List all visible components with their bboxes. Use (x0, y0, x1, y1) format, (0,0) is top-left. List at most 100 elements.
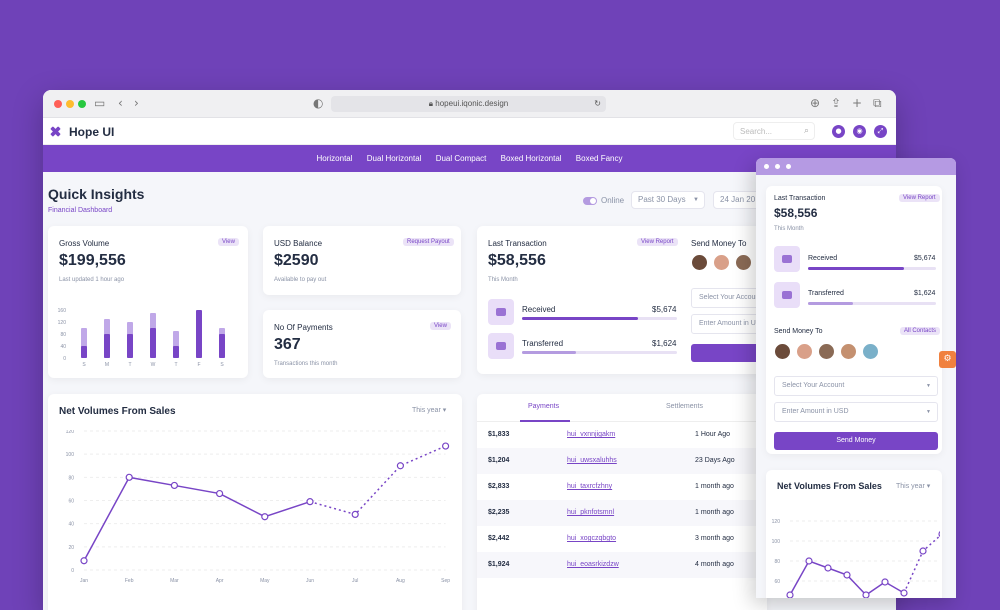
sidebar-toggle-icon[interactable]: ▭ (94, 96, 106, 110)
table-cell-id[interactable]: hui_taxrcfzhny (567, 483, 613, 490)
back-icon[interactable]: ‹ (118, 96, 123, 110)
privacy-shield-icon[interactable]: ◐ (313, 96, 324, 110)
new-tab-icon[interactable]: + (852, 96, 863, 110)
transferred-label: Transferred (522, 339, 564, 348)
bar-value (127, 334, 133, 358)
request-payout-button[interactable]: Request Payout (403, 238, 454, 246)
date-value: 24 Jan 20 (720, 195, 756, 204)
table-row[interactable]: $1,833 hui_vxnnjigakm 1 Hour Ago (477, 422, 757, 448)
table-cell-amount: $2,833 (488, 483, 510, 490)
url-bar[interactable]: 🔒︎ hopeui.iqonic.design ↻ (331, 96, 606, 112)
table-row[interactable]: $1,204 hui_uwsxaluhhs 23 Days Ago (477, 448, 757, 474)
period-select[interactable]: Past 30 Days ▼ (631, 191, 705, 209)
notification-icon[interactable]: ● (832, 125, 845, 138)
net-volumes-period: This year (412, 407, 441, 414)
reload-icon[interactable]: ↻ (594, 99, 601, 108)
x-tick-label: Jan (80, 578, 88, 584)
nav-item-horizontal[interactable]: Horizontal (316, 154, 353, 163)
panel-net-volumes-period-select[interactable]: This year ▾ (896, 483, 931, 490)
panel-amount-input[interactable]: Enter Amount in USD ▼ (774, 402, 938, 422)
page-title: Quick Insights (48, 186, 145, 202)
panel-send-money-label: Send Money To (774, 328, 823, 335)
avatar[interactable] (818, 343, 835, 360)
send-money-label: Send Money To (691, 239, 747, 248)
y-tick-label: 60 (68, 499, 74, 505)
share-icon[interactable]: ⇪ (831, 96, 842, 110)
table-cell-id[interactable]: hui_pknfotsmnl (567, 509, 615, 516)
download-icon[interactable]: ⊕ (810, 96, 821, 110)
table-cell-id[interactable]: hui_vxnnjigakm (567, 431, 616, 438)
nav-item-dual-compact[interactable]: Dual Compact (435, 154, 487, 163)
y-tick-label: 60 (774, 579, 780, 585)
y-tick-label: 80 (774, 559, 780, 565)
view-report-button[interactable]: View Report (637, 238, 678, 246)
table-tabs: Payments Settlements (477, 394, 767, 422)
horizontal-nav: Horizontal Dual Horizontal Dual Compact … (43, 145, 896, 172)
avatar[interactable] (713, 254, 730, 271)
nav-item-boxed-fancy[interactable]: Boxed Fancy (575, 154, 623, 163)
table-cell-time: 1 month ago (695, 509, 734, 516)
x-tick-label: W (151, 362, 156, 366)
account-placeholder: Select Your Account (699, 294, 762, 301)
table-row[interactable]: $2,442 hui_xogczqbgto 3 month ago (477, 526, 757, 552)
page-subtitle: Financial Dashboard (48, 207, 113, 214)
forward-icon[interactable]: › (134, 96, 139, 110)
bar-value (81, 346, 87, 358)
tab-payments[interactable]: Payments (528, 403, 560, 410)
panel-view-report-button[interactable]: View Report (899, 194, 940, 202)
avatar[interactable] (862, 343, 879, 360)
table-cell-id[interactable]: hui_uwsxaluhhs (567, 457, 617, 464)
gross-volume-card: Gross Volume View $199,556 Last updated … (48, 226, 248, 378)
avatar[interactable] (735, 254, 752, 271)
payments-count-value: 367 (274, 336, 301, 353)
gross-volume-value: $199,556 (59, 252, 126, 269)
avatar[interactable] (796, 343, 813, 360)
online-toggle[interactable]: Online (583, 196, 624, 205)
table-cell-id[interactable]: hui_eoasrkizdzw (567, 561, 619, 568)
avatar[interactable] (691, 254, 708, 271)
table-cell-id[interactable]: hui_xogczqbgto (567, 535, 617, 542)
table-row[interactable]: $1,924 hui_eoasrkizdzw 4 month ago (477, 552, 757, 578)
net-volumes-period-select[interactable]: This year ▾ (412, 407, 447, 414)
payments-view-button[interactable]: View (430, 322, 451, 330)
y-tick-label: 120 (772, 519, 781, 525)
tab-settlements[interactable]: Settlements (666, 403, 703, 410)
nav-item-boxed-horizontal[interactable]: Boxed Horizontal (500, 154, 562, 163)
online-label: Online (601, 196, 625, 205)
all-contacts-button[interactable]: All Contacts (900, 327, 941, 335)
user-icon[interactable]: ◉ (853, 125, 866, 138)
app-header: Hope UI Search... ⌕ ● ◉ ⤢ (43, 118, 896, 145)
minimize-window-icon[interactable] (66, 100, 74, 108)
search-icon: ⌕ (803, 126, 809, 136)
panel-transferred-icon (774, 282, 800, 308)
maximize-window-icon[interactable] (78, 100, 86, 108)
avatar[interactable] (840, 343, 857, 360)
chevron-down-icon: ▼ (926, 409, 931, 415)
payments-count-label: No Of Payments (274, 323, 333, 332)
table-row[interactable]: $2,235 hui_pknfotsmnl 1 month ago (477, 500, 757, 526)
expand-icon[interactable]: ⤢ (874, 125, 887, 138)
x-tick-label: Mar (170, 578, 179, 584)
x-tick-label: Sep (441, 578, 450, 584)
gross-view-button[interactable]: View (218, 238, 239, 246)
table-row[interactable]: $2,833 hui_taxrcfzhny 1 month ago (477, 474, 757, 500)
y-tick-label: 120 (58, 320, 67, 326)
avatar[interactable] (774, 343, 791, 360)
x-tick-label: Jul (352, 578, 358, 584)
search-input[interactable]: Search... ⌕ (733, 122, 815, 140)
hope-ui-logo-icon (50, 126, 61, 137)
table-cell-time: 1 Hour Ago (695, 431, 731, 438)
panel-account-select[interactable]: Select Your Account ▼ (774, 376, 938, 396)
panel-transaction-card: Last Transaction View Report $58,556 Thi… (766, 186, 942, 454)
close-window-icon[interactable] (54, 100, 62, 108)
toggle-switch[interactable] (583, 196, 597, 205)
data-point (170, 481, 179, 490)
y-tick-label: 160 (58, 308, 67, 314)
tabs-overview-icon[interactable]: ⧉ (873, 96, 882, 110)
settings-gear-icon[interactable]: ⚙ (939, 351, 956, 368)
nav-item-dual-horizontal[interactable]: Dual Horizontal (366, 154, 422, 163)
received-icon (488, 299, 514, 325)
window-dot-icon (764, 164, 769, 169)
series-line-dashed (903, 534, 940, 594)
panel-send-money-button[interactable]: Send Money (774, 432, 938, 450)
